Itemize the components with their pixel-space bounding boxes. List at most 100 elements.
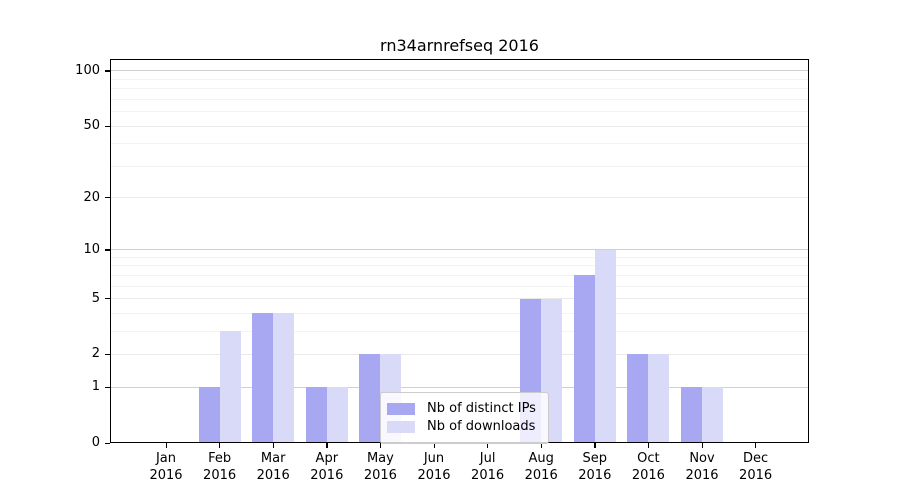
x-tick-month: Apr xyxy=(315,451,339,466)
x-tick-mark-sep xyxy=(594,443,596,448)
plot-area xyxy=(110,59,809,443)
bar-distinct-ips-sep xyxy=(573,275,595,443)
x-tick-month: Sep xyxy=(582,451,608,466)
x-tick-year: 2016 xyxy=(363,468,397,483)
y-tick-label-10: 10 xyxy=(83,241,100,257)
x-tick-mark-oct xyxy=(647,443,650,448)
gridline-minor xyxy=(110,165,809,167)
x-tick-year: 2016 xyxy=(578,468,612,483)
x-tick-month: Jun xyxy=(423,451,445,466)
bar-downloads-oct xyxy=(648,354,670,443)
legend-label-distinct-ips: Nb of distinct IPs xyxy=(427,401,536,416)
y-tick-mark-20 xyxy=(105,197,110,199)
gridline-minor xyxy=(110,274,809,276)
x-tick-mark-jan xyxy=(165,443,167,448)
gridline-minor xyxy=(110,98,809,100)
x-tick-month: Feb xyxy=(208,451,232,466)
y-tick-mark-5 xyxy=(105,298,110,300)
gridline-minor xyxy=(110,111,809,113)
x-tick-month: Nov xyxy=(689,451,715,466)
bar-distinct-ips-apr xyxy=(305,387,327,443)
x-tick-mark-mar xyxy=(272,443,274,448)
bar-distinct-ips-oct xyxy=(627,354,649,443)
y-tick-label-100: 100 xyxy=(75,62,100,78)
bar-downloads-feb xyxy=(219,331,241,443)
y-tick-label-0: 0 xyxy=(91,435,100,450)
y-tick-mark-0 xyxy=(105,442,110,444)
x-tick-label-jun: Jun 2016 xyxy=(402,450,466,484)
legend-item-distinct-ips: Nb of distinct IPs xyxy=(387,401,536,416)
x-tick-label-mar: Mar 2016 xyxy=(241,450,305,484)
x-tick-year: 2016 xyxy=(739,468,773,483)
x-tick-mark-jul xyxy=(487,443,489,448)
gridline-minor xyxy=(110,143,809,145)
gridline-2 xyxy=(110,353,809,355)
x-tick-year: 2016 xyxy=(524,468,558,483)
y-tick-mark-1 xyxy=(105,386,110,388)
x-tick-label-jul: Jul 2016 xyxy=(456,450,520,484)
gridline-minor xyxy=(110,88,809,90)
x-tick-mark-aug xyxy=(540,443,542,448)
gridline-1 xyxy=(110,386,809,388)
x-tick-mark-nov xyxy=(701,443,703,448)
gridline-minor xyxy=(110,78,809,80)
y-tick-label-2: 2 xyxy=(91,346,100,362)
x-tick-label-oct: Oct 2016 xyxy=(616,450,680,484)
bar-distinct-ips-feb xyxy=(198,387,220,443)
x-tick-mark-feb xyxy=(219,443,221,448)
bar-downloads-nov xyxy=(702,387,723,443)
x-tick-year: 2016 xyxy=(631,468,665,483)
bar-downloads-apr xyxy=(326,387,348,443)
x-tick-month: Jan xyxy=(155,451,177,466)
x-tick-month: Oct xyxy=(637,451,660,466)
x-tick-mark-jun xyxy=(433,443,435,448)
x-tick-month: Jul xyxy=(479,451,496,466)
y-tick-mark-2 xyxy=(105,353,110,356)
legend-swatch-distinct-ips xyxy=(387,402,415,415)
gridline-minor xyxy=(110,256,809,258)
x-tick-label-sep: Sep 2016 xyxy=(563,450,627,484)
bar-distinct-ips-may xyxy=(359,354,381,443)
y-tick-label-5: 5 xyxy=(91,290,100,306)
y-tick-mark-100 xyxy=(105,70,110,72)
x-tick-year: 2016 xyxy=(203,468,237,483)
x-tick-year: 2016 xyxy=(149,468,183,483)
y-tick-mark-10 xyxy=(105,249,110,251)
bar-downloads-mar xyxy=(273,313,295,443)
x-tick-month: Dec xyxy=(743,451,769,466)
legend: Nb of distinct IPs Nb of downloads xyxy=(380,392,549,444)
gridline-minor xyxy=(110,285,809,287)
legend-swatch-downloads xyxy=(387,420,415,433)
gridline-5 xyxy=(110,298,809,300)
bar-distinct-ips-nov xyxy=(681,387,702,443)
x-tick-month: Aug xyxy=(528,451,554,466)
x-tick-label-may: May 2016 xyxy=(348,450,412,484)
x-tick-year: 2016 xyxy=(256,468,290,483)
x-tick-label-dec: Dec 2016 xyxy=(724,450,788,484)
legend-label-downloads: Nb of downloads xyxy=(427,419,536,434)
y-tick-label-20: 20 xyxy=(83,189,100,205)
x-tick-label-jan: Jan 2016 xyxy=(134,450,198,484)
y-tick-mark-50 xyxy=(105,125,110,127)
gridline-minor xyxy=(110,330,809,332)
y-tick-label-50: 50 xyxy=(83,118,100,134)
x-tick-year: 2016 xyxy=(310,468,344,483)
legend-item-downloads: Nb of downloads xyxy=(387,419,536,434)
x-tick-label-aug: Aug 2016 xyxy=(509,450,573,484)
gridline-100 xyxy=(110,70,809,72)
x-tick-label-apr: Apr 2016 xyxy=(295,450,359,484)
x-tick-month: Mar xyxy=(260,451,286,466)
chart-title: rn34arnrefseq 2016 xyxy=(380,36,539,55)
x-tick-label-feb: Feb 2016 xyxy=(188,450,252,484)
x-tick-year: 2016 xyxy=(685,468,719,483)
bar-downloads-sep xyxy=(594,249,616,443)
x-tick-mark-may xyxy=(379,443,382,448)
x-tick-mark-apr xyxy=(326,443,328,448)
gridline-50 xyxy=(110,125,809,127)
y-tick-label-1: 1 xyxy=(91,379,100,395)
gridline-10 xyxy=(110,249,809,251)
x-tick-year: 2016 xyxy=(417,468,451,483)
bar-distinct-ips-mar xyxy=(252,313,274,443)
x-tick-label-nov: Nov 2016 xyxy=(670,450,734,484)
